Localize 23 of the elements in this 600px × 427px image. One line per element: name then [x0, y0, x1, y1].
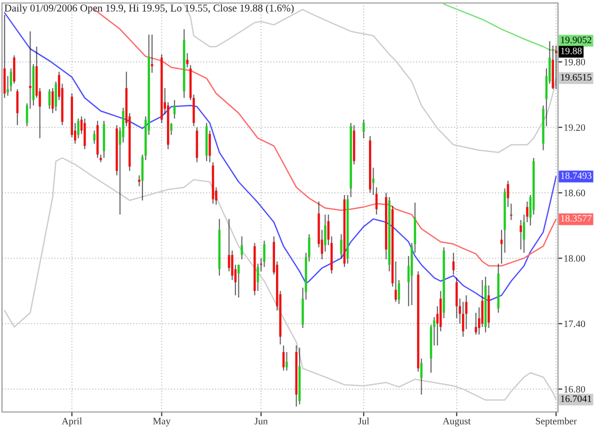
y-tick-label: 19.20: [564, 124, 586, 131]
line-series: [184, 3, 557, 154]
line-series: [4, 157, 557, 401]
data-label: 19.9052: [561, 36, 592, 44]
x-tick-label: May: [153, 418, 171, 426]
data-label: 18.7493: [561, 172, 592, 179]
x-tick-label: Jul: [358, 418, 370, 424]
x-tick-label: August: [442, 418, 471, 426]
y-tick-label: 18.00: [564, 255, 586, 262]
x-tick-label: September: [536, 418, 577, 426]
data-label: 18.3577: [561, 215, 592, 222]
y-tick-label: 16.80: [564, 386, 586, 393]
line-series: [4, 12, 557, 302]
chart-title: Daily 01/09/2006 Open 19.9, Hi 19.95, Lo 19.55, Close 19.88 (1.6%): [4, 4, 294, 14]
data-label: 16.7041: [561, 395, 592, 402]
data-label: 19.6515: [561, 74, 592, 81]
x-tick-label: Jun: [254, 418, 268, 424]
y-tick-label: 17.40: [564, 320, 586, 328]
text: 19.88: [561, 48, 582, 54]
candlestick: [100, 154, 102, 163]
y-tick-label: 18.60: [564, 190, 586, 196]
x-tick-label: April: [62, 418, 82, 426]
y-tick-label: 19.80: [564, 58, 586, 66]
